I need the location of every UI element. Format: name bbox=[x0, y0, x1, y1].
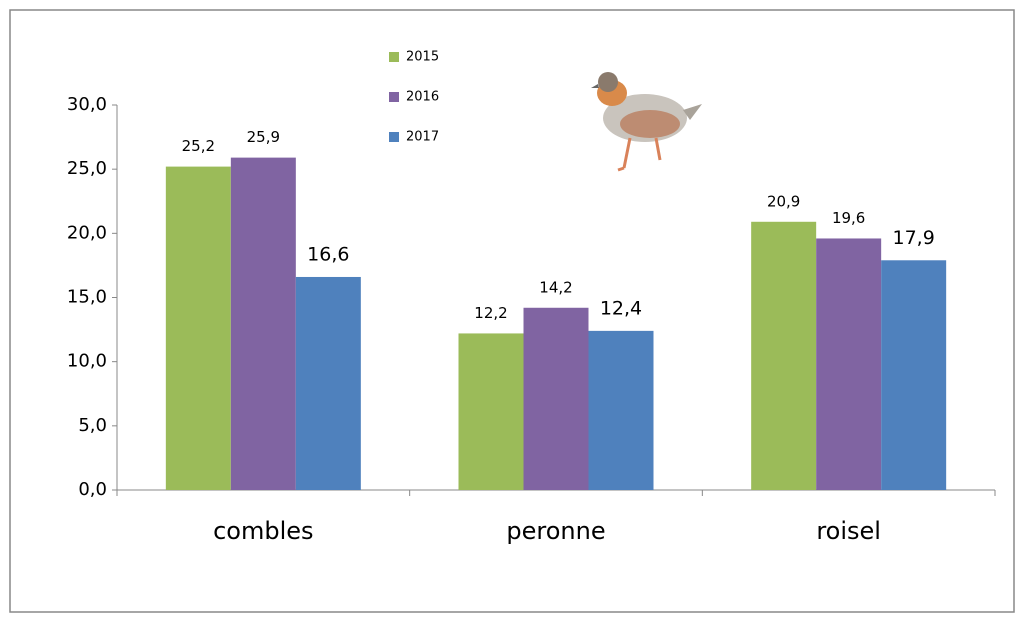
bar bbox=[751, 221, 817, 491]
value-label: 19,6 bbox=[832, 209, 865, 227]
value-label: 14,2 bbox=[539, 278, 572, 296]
bar bbox=[230, 157, 296, 490]
x-tick-label: combles bbox=[213, 517, 313, 545]
bar bbox=[588, 330, 654, 490]
legend-label: 2016 bbox=[406, 90, 439, 105]
legend-swatch bbox=[389, 132, 399, 142]
y-tick-label: 10,0 bbox=[67, 351, 107, 372]
value-label: 20,9 bbox=[767, 192, 800, 210]
bar bbox=[816, 238, 882, 490]
y-tick-label: 30,0 bbox=[67, 94, 107, 115]
value-label: 17,9 bbox=[893, 227, 935, 249]
value-label: 25,2 bbox=[182, 137, 215, 155]
bar bbox=[881, 260, 947, 490]
legend-swatch bbox=[389, 52, 399, 62]
value-label: 12,4 bbox=[600, 297, 642, 319]
bar bbox=[458, 333, 524, 490]
value-label: 25,9 bbox=[247, 128, 280, 146]
value-label: 16,6 bbox=[307, 243, 349, 265]
x-tick-label: peronne bbox=[506, 517, 605, 545]
partridge-icon bbox=[591, 72, 702, 172]
y-tick-label: 5,0 bbox=[78, 415, 107, 436]
bar bbox=[165, 166, 231, 490]
bar bbox=[295, 276, 361, 490]
legend-label: 2017 bbox=[406, 130, 439, 145]
legend-swatch bbox=[389, 92, 399, 102]
y-tick-label: 20,0 bbox=[67, 222, 107, 243]
legend-label: 2015 bbox=[406, 50, 439, 65]
value-label: 12,2 bbox=[474, 304, 507, 322]
y-tick-label: 15,0 bbox=[67, 287, 107, 308]
x-tick-label: roisel bbox=[816, 517, 881, 545]
y-tick-label: 0,0 bbox=[78, 479, 107, 500]
y-tick-label: 25,0 bbox=[67, 158, 107, 179]
bar bbox=[523, 307, 589, 490]
